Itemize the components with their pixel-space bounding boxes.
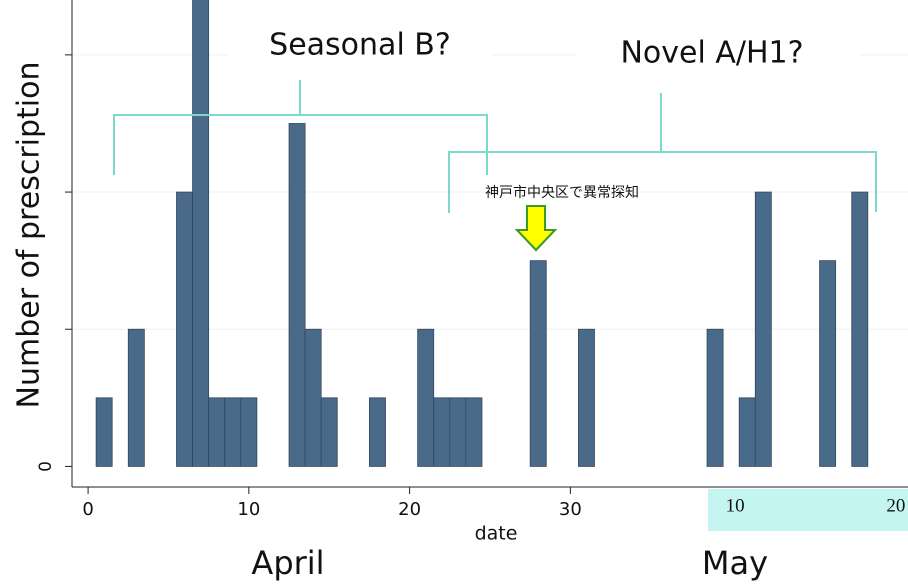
novel-box xyxy=(575,28,860,80)
bar xyxy=(192,0,210,467)
bar xyxy=(819,260,837,467)
april-box xyxy=(228,540,363,584)
may-tick-label: 10 xyxy=(726,495,745,516)
x-tick-label: 20 xyxy=(398,499,421,520)
brackets xyxy=(113,80,877,213)
y-axis-title: Number of prescription xyxy=(12,62,47,409)
detection-arrow xyxy=(514,205,558,252)
x-axis-title: date xyxy=(475,523,518,545)
bar xyxy=(176,191,193,467)
may-label: May xyxy=(702,544,768,582)
bar xyxy=(465,397,483,467)
bar xyxy=(433,397,451,467)
y-tick-label: 0 xyxy=(36,461,56,472)
novel-label: Novel A/H1? xyxy=(620,36,803,71)
bar xyxy=(449,397,467,467)
april-label: April xyxy=(251,544,324,582)
may-box xyxy=(675,540,795,584)
x-tick-label: 10 xyxy=(237,499,260,520)
bar xyxy=(754,191,772,467)
ylabel-box xyxy=(0,15,62,430)
bar xyxy=(240,397,258,467)
seasonal-bracket xyxy=(113,80,488,175)
seasonal-box xyxy=(228,20,492,72)
may-axis-box xyxy=(708,489,908,531)
bar xyxy=(127,328,145,467)
bar xyxy=(578,328,595,467)
bar xyxy=(304,328,322,467)
bar xyxy=(369,397,386,467)
bar xyxy=(529,260,547,467)
bar xyxy=(224,397,242,467)
bar xyxy=(320,397,338,467)
novel-bracket xyxy=(448,93,877,213)
x-tick-label: 0 xyxy=(82,499,93,520)
bar xyxy=(288,123,306,467)
bar xyxy=(417,328,435,467)
may-tick-label: 20 xyxy=(886,495,905,516)
bar xyxy=(95,397,113,467)
seasonal-label: Seasonal B? xyxy=(269,28,451,63)
detection-label: 神戸市中央区で異常探知 xyxy=(485,184,639,201)
bar xyxy=(851,191,869,467)
bar xyxy=(208,397,226,467)
bar xyxy=(706,328,724,467)
x-tick-label: 30 xyxy=(559,499,582,520)
bar xyxy=(738,397,756,467)
